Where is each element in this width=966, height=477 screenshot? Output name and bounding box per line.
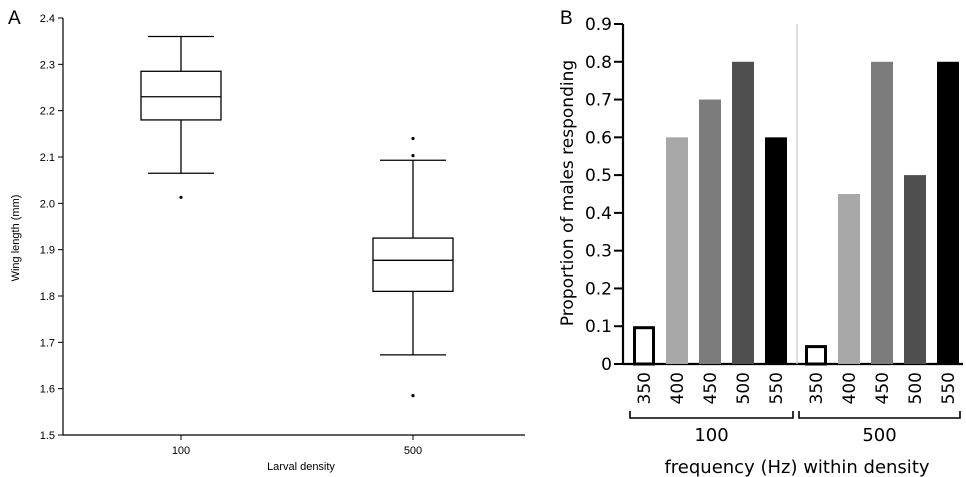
panel-a-boxplot: A Wing length (mm) Larval density 1.5 1.6… — [8, 8, 525, 473]
panel-a-box — [140, 35, 222, 199]
panel-a-y-tick-label: 1.7 — [40, 337, 55, 349]
panel-b-x-tick-label: 550 — [767, 372, 787, 404]
panel-b-y-tick-label: 0.2 — [585, 279, 612, 299]
panel-b-y-tick-label: 0.5 — [585, 166, 612, 186]
panel-a-y-tick-label: 2.0 — [40, 198, 55, 210]
panel-a-y-tick-label: 2.4 — [40, 13, 55, 25]
bar-500-350 — [805, 345, 827, 366]
outlier-point — [411, 394, 415, 398]
panel-b-y-tick-label: 0.7 — [585, 91, 612, 111]
panel-a-y-axis-label: Wing length (mm) — [10, 195, 22, 282]
panel-a-y-tick-label: 1.5 — [40, 430, 55, 442]
panel-a-x-tick-label: 500 — [404, 445, 422, 457]
panel-b-x-tick-label: 450 — [701, 372, 721, 404]
bar-100-400 — [666, 137, 688, 364]
panel-b-label: B — [560, 8, 573, 29]
panel-b-y-tick-label: 0.6 — [585, 128, 612, 148]
panel-b-barchart: B Proportion of males responding frequen… — [558, 8, 963, 477]
panel-b-x-tick-label: 550 — [939, 372, 959, 404]
panel-a-y-tick-label: 2.2 — [40, 106, 55, 118]
panel-a-y-tick-label: 2.3 — [40, 59, 55, 71]
panel-b-axes: 0 0.1 0.2 0.3 0.4 0.5 0.6 0.7 0.8 0.9 350 400 450 500… — [585, 15, 963, 404]
panel-a-y-tick-label: 2.1 — [40, 152, 55, 164]
box-iqr — [372, 237, 454, 293]
panel-b-bars — [633, 61, 959, 366]
panel-b-x-tick-label: 500 — [906, 372, 926, 404]
bar-500-400 — [838, 194, 860, 364]
panel-a-y-tick-label: 1.6 — [40, 384, 55, 396]
panel-b-y-tick-label: 0.3 — [585, 242, 612, 262]
panel-b-y-tick-label: 0.4 — [585, 204, 612, 224]
panel-b-x-tick-label: 500 — [734, 372, 754, 404]
panel-b-y-tick-label: 0.8 — [585, 53, 612, 73]
group-bracket — [798, 411, 961, 419]
panel-a-box — [372, 136, 454, 398]
panel-a-y-tick-label: 1.8 — [40, 291, 55, 303]
bar-100-350 — [633, 326, 655, 366]
panel-b-group-brackets: 100 500 — [629, 411, 961, 446]
panel-b-x-tick-label: 350 — [635, 372, 655, 404]
panel-b-y-tick-label: 0.1 — [585, 317, 612, 337]
panel-b-x-tick-label: 400 — [840, 372, 860, 404]
panel-b-x-tick-label: 350 — [807, 372, 827, 404]
bar-100-550 — [765, 137, 787, 364]
panel-a-x-tick-label: 100 — [172, 445, 190, 457]
outlier-point — [179, 195, 183, 199]
panel-a-y-tick-label: 1.9 — [40, 245, 55, 257]
panel-b-y-tick-label: 0.9 — [585, 15, 612, 35]
panel-a-boxes — [140, 35, 454, 398]
bar-100-500 — [732, 61, 754, 365]
outlier-point — [411, 154, 415, 158]
panel-b-y-tick-label: 0 — [601, 355, 612, 375]
bar-100-450 — [699, 99, 721, 365]
panel-b-x-tick-label: 450 — [873, 372, 893, 404]
box-iqr — [140, 70, 222, 121]
bar-500-450 — [871, 61, 893, 365]
panel-b-x-tick-label: 400 — [668, 372, 688, 404]
bar-500-500 — [904, 175, 926, 364]
outlier-point — [411, 136, 415, 141]
panel-b-x-axis-label: frequency (Hz) within density — [664, 457, 929, 477]
panel-a-axes: 1.5 1.6 1.7 1.8 1.9 2.0 2.1 2.2 2.3 2.4 100 500 — [40, 13, 525, 457]
group-label: 100 — [694, 425, 728, 446]
panel-a-label: A — [8, 8, 21, 29]
panel-a-x-axis-label: Larval density — [267, 461, 335, 473]
group-bracket — [629, 411, 794, 419]
group-label: 500 — [862, 425, 896, 446]
bar-500-550 — [937, 61, 959, 365]
panel-b-y-axis-label: Proportion of males responding — [558, 60, 578, 326]
